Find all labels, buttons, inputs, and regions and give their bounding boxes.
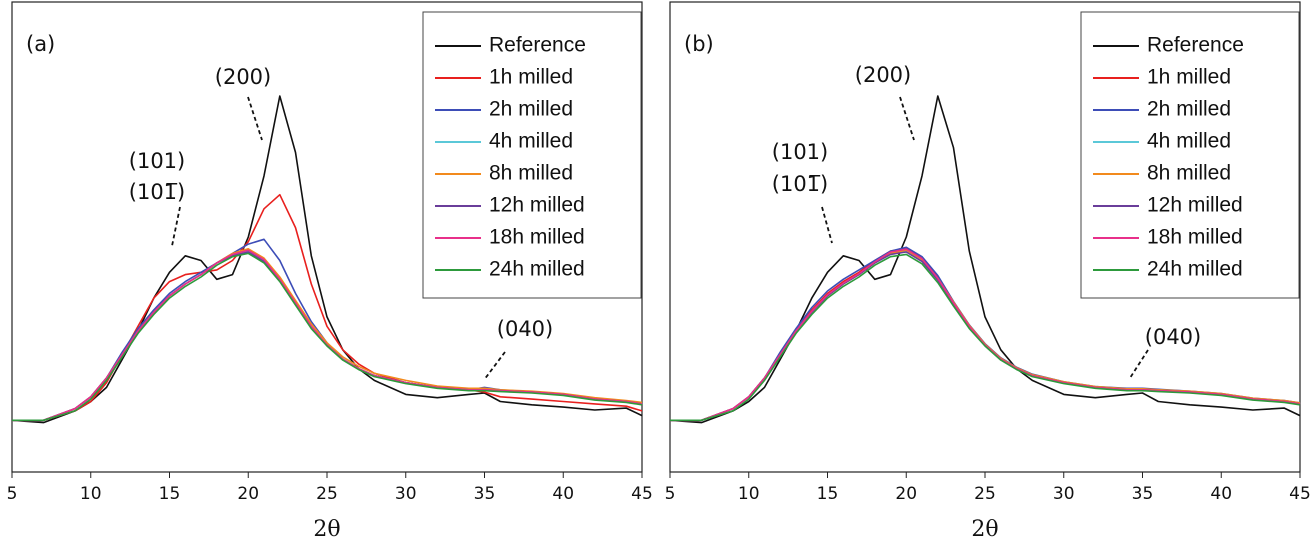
x-tick-label: 5: [665, 484, 676, 504]
x-tick-label: 15: [159, 484, 181, 504]
panel-label: (a): [26, 32, 55, 56]
x-tick-label: 10: [80, 484, 102, 504]
x-tick-label: 40: [552, 484, 574, 504]
series-line: [670, 248, 1301, 422]
x-tick-label: 20: [895, 484, 917, 504]
x-tick-label: 10: [738, 484, 760, 504]
x-tick-label: 15: [817, 484, 839, 504]
series-line: [670, 253, 1301, 422]
x-tick-label: 20: [237, 484, 259, 504]
series-line: [12, 249, 643, 422]
legend-label: Reference: [489, 34, 586, 57]
annotation-leader: [247, 96, 263, 141]
legend-label: 12h milled: [1147, 194, 1243, 217]
x-tick-label: 5: [7, 484, 18, 504]
x-tick-label: 45: [1289, 484, 1311, 504]
legend-label: 24h milled: [1147, 258, 1243, 281]
x-tick-label: 40: [1210, 484, 1232, 504]
legend-box: [422, 11, 642, 299]
peak-annotation: (040): [497, 317, 553, 341]
x-tick-label: 25: [316, 484, 338, 504]
x-tick-label: 35: [1132, 484, 1154, 504]
annotation-leader: [821, 206, 833, 244]
series-line: [669, 95, 1301, 424]
legend-box: [1080, 11, 1300, 299]
legend-label: 18h milled: [1147, 226, 1243, 249]
annotation-leader: [171, 206, 181, 247]
legend-label: 2h milled: [489, 98, 573, 121]
peak-annotation: (040): [1145, 325, 1201, 349]
peak-annotation: (101̅): [772, 172, 828, 196]
legend-label: 4h milled: [1147, 130, 1231, 153]
peak-annotation: (101̅): [129, 180, 185, 204]
series-line: [12, 252, 643, 422]
annotation-leader: [483, 351, 506, 381]
panel-label: (b): [684, 32, 714, 56]
legend-label: 1h milled: [1147, 66, 1231, 89]
x-axis-label: 2θ: [971, 517, 998, 542]
legend-label: 4h milled: [489, 130, 573, 153]
legend-label: Reference: [1147, 34, 1244, 57]
annotation-leader: [899, 96, 915, 141]
x-tick-label: 45: [631, 484, 653, 504]
peak-annotation: (200): [215, 65, 271, 89]
x-tick-label: 35: [474, 484, 496, 504]
x-tick-label: 30: [1053, 484, 1075, 504]
annotation-leader: [1129, 349, 1149, 379]
legend-label: 18h milled: [489, 226, 585, 249]
series-line: [11, 95, 643, 424]
peak-annotation: (101): [129, 149, 185, 173]
legend-label: 2h milled: [1147, 98, 1231, 121]
legend-label: 8h milled: [1147, 162, 1231, 185]
peak-annotation: (200): [855, 63, 911, 87]
peak-annotation: (101): [772, 140, 828, 164]
legend-label: 1h milled: [489, 66, 573, 89]
legend-label: 24h milled: [489, 258, 585, 281]
x-tick-label: 25: [974, 484, 996, 504]
x-tick-label: 30: [395, 484, 417, 504]
legend-label: 8h milled: [489, 162, 573, 185]
legend-label: 12h milled: [489, 194, 585, 217]
x-axis-label: 2θ: [313, 517, 340, 542]
